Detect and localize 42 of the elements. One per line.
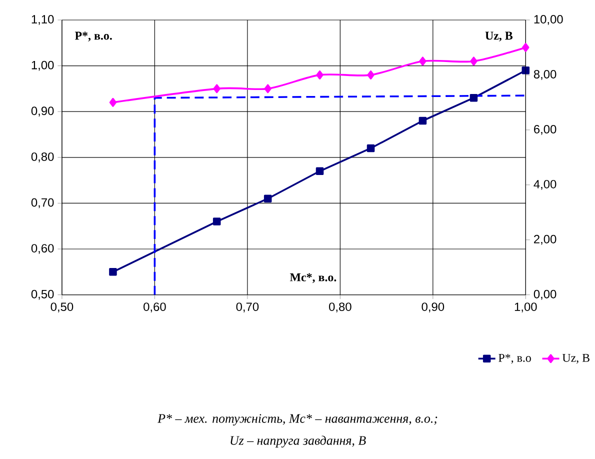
point [418,117,427,125]
legend-label: P*, в.о [498,354,531,364]
text: Uz – напруга завдання, В [230,436,366,448]
point [470,94,478,102]
point [367,70,374,80]
point [522,43,530,52]
y-tick-label: 1,10 [32,15,54,26]
y-tick-label: 0,70 [31,198,54,208]
y-tick-label: 0,90 [31,106,54,117]
x-tick-label: 0,70 [236,302,259,313]
point [419,56,426,66]
point [470,56,478,66]
y-tick-label: 1,00 [32,61,54,71]
y2-axis-title: Uz, В [485,32,513,42]
y2-tick-label: 6,00 [534,125,556,136]
x-tick-label: 0,80 [329,302,352,313]
x-axis-title: Mc*, в.о. [290,273,336,284]
point [109,268,117,276]
point [522,66,530,74]
x-tick-label: 0,60 [144,302,166,313]
y-tick-label: 0,80 [31,152,54,162]
y-tick-label: 0,60 [31,244,54,254]
y2-tick-label: 10,00 [534,15,563,26]
point [212,218,221,226]
point [366,144,375,152]
y2-tick-label: 0,00 [534,290,556,300]
point [316,70,324,80]
x-tick-label: 1,00 [514,302,537,313]
y-axis-title: P*, в.о. [74,32,112,42]
legend-label: Uz, В [562,354,590,364]
x-tick-label: 0,50 [50,302,74,313]
y2-tick-label: 4,00 [534,180,556,190]
point [316,167,324,176]
point [264,194,272,203]
y2-tick-label: 2,00 [534,235,556,245]
y2-tick-label: 8,00 [534,70,556,80]
x-tick-label: 0,90 [422,302,444,313]
y-tick-label: 0,50 [31,290,54,300]
point [264,84,272,94]
point [213,84,220,94]
point [109,98,117,108]
text: P* – мех. потужність, Mc* – навантаження, в.о.; [158,414,438,426]
